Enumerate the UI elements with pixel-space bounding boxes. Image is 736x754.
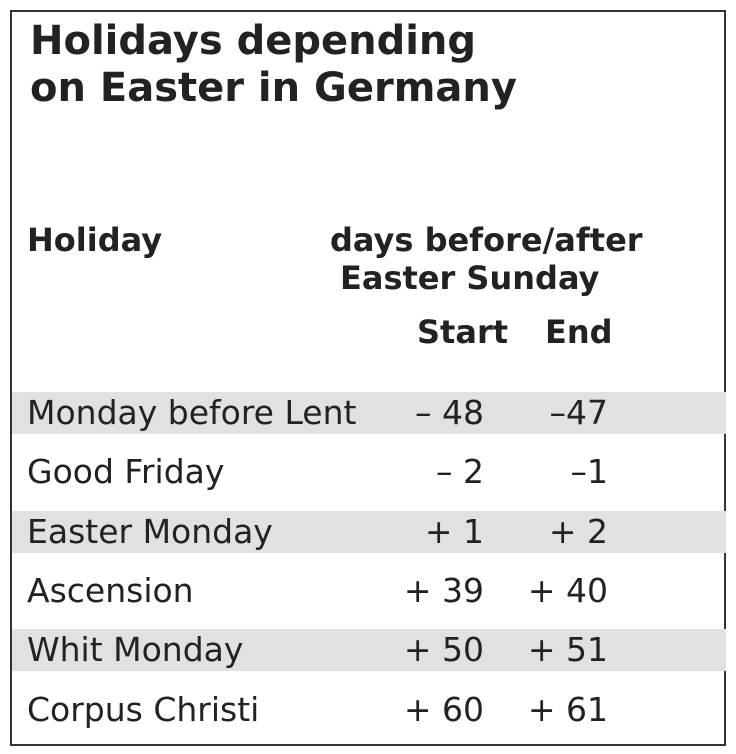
start-offset: + 1 [424,511,484,551]
end-offset: + 2 [548,511,608,551]
start-offset: + 60 [403,689,484,729]
holiday-name: Ascension [27,570,194,610]
end-offset: + 61 [527,689,608,729]
start-offset: + 39 [403,570,484,610]
start-offset: + 50 [403,630,484,670]
end-offset: + 51 [527,630,608,670]
column-header: days before/after [330,221,643,259]
end-offset: –1 [570,452,609,492]
start-offset: – 2 [436,452,484,492]
title-line: Holidays depending [30,18,477,64]
holiday-name: Monday before Lent [27,393,357,432]
end-offset: + 40 [527,570,608,610]
column-header: Holiday [27,221,163,259]
row-shade [12,392,726,434]
frame [10,10,726,746]
row-shade [12,629,726,672]
holiday-name: Whit Monday [27,630,244,670]
start-offset: – 48 [415,393,484,432]
holiday-name: Corpus Christi [27,689,260,729]
holiday-name: Good Friday [27,452,225,492]
column-header: Start [417,313,509,351]
holiday-name: Easter Monday [27,511,273,551]
row-shade [12,510,726,553]
title-line: on Easter in Germany [30,65,517,111]
end-offset: –47 [549,393,609,432]
column-header: End [545,313,613,351]
column-header: Easter Sunday [340,259,600,297]
